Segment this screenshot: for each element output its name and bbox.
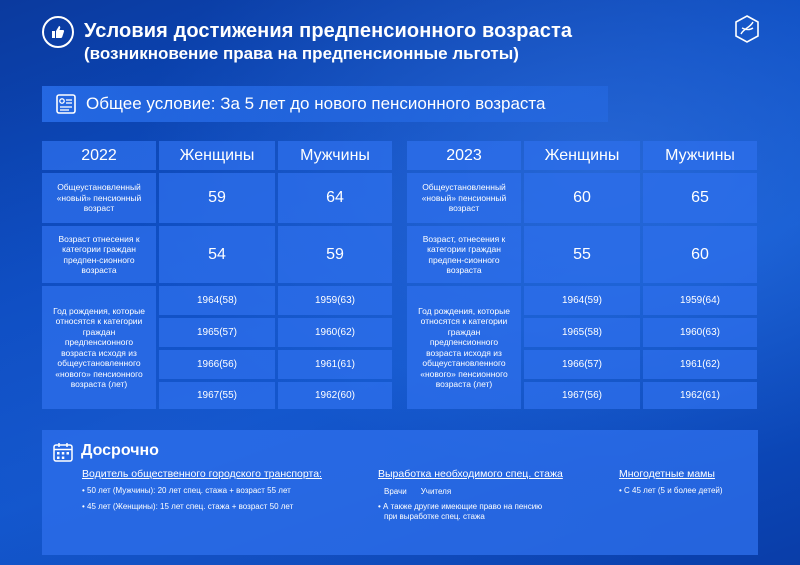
men-birth-year-2023: 1962(61) [643, 382, 757, 409]
large-family-mothers-note: • С 45 лет (5 и более детей) [619, 486, 723, 495]
women-birth-year-2023: 1966(57) [524, 350, 640, 379]
early-retirement-panel: Досрочно Водитель общественного городско… [42, 430, 758, 555]
special-experience-title: Выработка необходимого спец. стажа [378, 468, 563, 480]
special-experience-note: • А также другие имеющие право на пенсию [378, 502, 543, 511]
men-birth-year-2022: 1959(63) [278, 286, 392, 315]
retirement-age-women-2022: 59 [159, 173, 275, 223]
women-birth-year-2022: 1966(56) [159, 350, 275, 379]
men-birth-year-2022: 1961(61) [278, 350, 392, 379]
row-retirement-age-label-2022: Общеустановленный «новый» пенсионный воз… [42, 173, 156, 223]
men-header-2022: Мужчины [278, 141, 392, 170]
row-retirement-age-label-2023: Общеустановленный «новый» пенсионный воз… [407, 173, 521, 223]
retirement-age-women-2023: 60 [524, 173, 640, 223]
men-birth-year-2022: 1962(60) [278, 382, 392, 409]
women-birth-year-2023: 1965(58) [524, 318, 640, 347]
retirement-age-men-2022: 64 [278, 173, 392, 223]
preretirement-age-women-2022: 54 [159, 226, 275, 283]
special-experience-column: Выработка необходимого спец. стажа Врачи… [378, 468, 563, 522]
transport-driver-column: Водитель общественного городского трансп… [82, 468, 322, 512]
thumbs-up-icon [42, 16, 74, 48]
row-preretirement-age-label-2023: Возраст, отнесения к категории граждан п… [407, 226, 521, 283]
page-subtitle: (возникновение права на предпенсионные л… [84, 44, 519, 63]
calendar-icon [53, 443, 73, 462]
preretirement-age-men-2022: 59 [278, 226, 392, 283]
women-birth-year-2022: 1967(55) [159, 382, 275, 409]
row-preretirement-age-label-2022: Возраст отнесения к категории граждан пр… [42, 226, 156, 283]
retirement-age-men-2023: 65 [643, 173, 757, 223]
transport-driver-men: • 50 лет (Мужчины): 20 лет спец. стажа +… [82, 486, 291, 495]
men-birth-year-2023: 1959(64) [643, 286, 757, 315]
early-retirement-title: Досрочно [81, 442, 159, 459]
women-birth-year-2023: 1964(59) [524, 286, 640, 315]
women-header-2023: Женщины [524, 141, 640, 170]
women-header-2022: Женщины [159, 141, 275, 170]
men-header-2023: Мужчины [643, 141, 757, 170]
men-birth-year-2023: 1961(62) [643, 350, 757, 379]
women-birth-year-2023: 1967(56) [524, 382, 640, 409]
women-birth-year-2022: 1964(58) [159, 286, 275, 315]
general-condition-banner: Общее условие: За 5 лет до нового пенсио… [42, 86, 608, 122]
teachers-tag: Учителя [420, 487, 452, 496]
row-birth-years-label-2022: Год рождения, которые относятся к катего… [42, 286, 156, 409]
general-condition-text: Общее условие: За 5 лет до нового пенсио… [86, 94, 546, 113]
page-title: Условия достижения предпенсионного возра… [84, 20, 573, 42]
large-family-mothers-title: Многодетные мамы [619, 468, 715, 480]
page-header: Условия достижения предпенсионного возра… [42, 16, 762, 72]
row-birth-years-label-2023: Год рождения, которые относятся к катего… [407, 286, 521, 409]
preretirement-age-women-2023: 55 [524, 226, 640, 283]
year-2022-header: 2022 [42, 141, 156, 170]
large-family-mothers-column: Многодетные мамы • С 45 лет (5 и более д… [619, 468, 723, 496]
ministry-logo-icon [732, 14, 762, 44]
men-birth-year-2023: 1960(63) [643, 318, 757, 347]
men-birth-year-2022: 1960(62) [278, 318, 392, 347]
preretirement-age-men-2023: 60 [643, 226, 757, 283]
document-icon [56, 94, 76, 114]
women-birth-year-2022: 1965(57) [159, 318, 275, 347]
transport-driver-title: Водитель общественного городского трансп… [82, 468, 322, 480]
transport-driver-women: • 45 лет (Женщины): 15 лет спец. стажа +… [82, 502, 294, 511]
year-2023-header: 2023 [407, 141, 521, 170]
special-experience-note-continued: при выработке спец. стажа [384, 512, 485, 521]
doctors-tag: Врачи [384, 487, 407, 496]
